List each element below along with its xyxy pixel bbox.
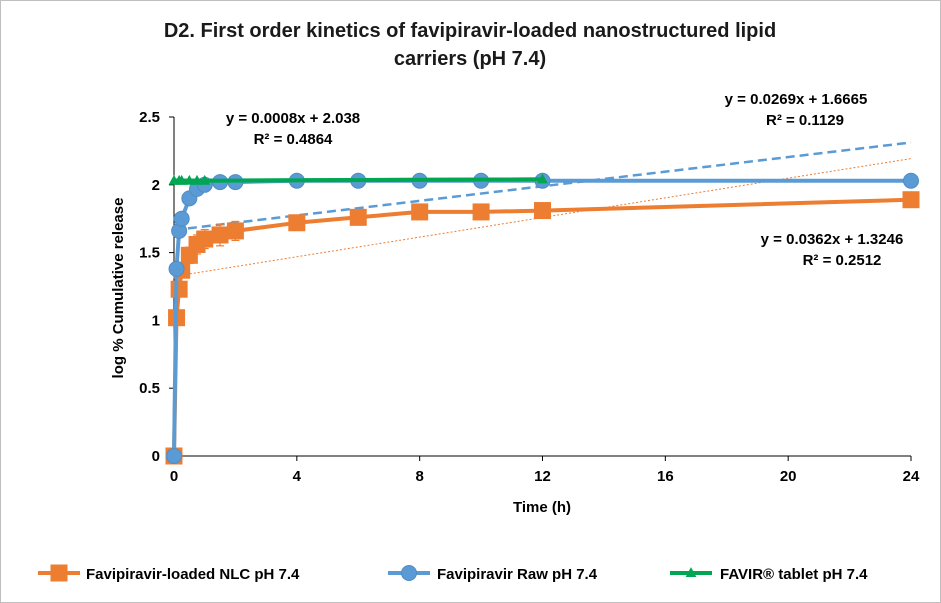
x-tick-label: 24	[903, 468, 920, 485]
data-point	[173, 210, 190, 227]
data-point	[170, 280, 188, 298]
chart-title-line-2: carriers (pH 7.4)	[394, 48, 546, 70]
data-point	[903, 172, 919, 189]
equation-nlc-line: y = 0.0362x + 1.3246	[761, 231, 904, 248]
series-line-2	[174, 177, 543, 183]
y-axis-title: log % Cumulative release	[110, 198, 127, 379]
y-tick-label: 0.5	[139, 380, 160, 397]
legend-label: Favipiravir-loaded NLC pH 7.4	[86, 566, 300, 583]
chart-title-line-1: D2. First order kinetics of favipiravir-…	[164, 20, 776, 42]
legend-marker	[50, 564, 68, 582]
axes: 0 0.5 1 1.5 2 2.5 0 4 8 12 16 20 24	[139, 109, 920, 485]
series-line-1	[172, 178, 911, 457]
legend-item-2: FAVIR® tablet pH 7.4	[670, 566, 868, 583]
data-point	[902, 191, 920, 209]
legend-marker	[685, 567, 697, 578]
data-point	[534, 202, 551, 220]
data-point	[183, 174, 195, 185]
data-point	[196, 230, 214, 248]
data-point	[199, 174, 211, 185]
legend: Favipiravir-loaded NLC pH 7.4 Favipiravir…	[38, 564, 868, 583]
series-2	[168, 173, 548, 185]
data-point	[211, 226, 229, 244]
x-tick-label: 0	[170, 468, 178, 485]
y-tick-label: 2	[152, 177, 160, 194]
data-point	[537, 173, 548, 184]
x-axis-title: Time (h)	[513, 499, 571, 516]
legend-item-1: Favipiravir Raw pH 7.4	[388, 565, 598, 583]
data-point	[168, 260, 185, 277]
equation-raw-r2: R² = 0.1129	[766, 112, 844, 129]
y-tick-label: 2.5	[139, 109, 160, 126]
x-tick-label: 4	[293, 468, 302, 485]
data-point	[176, 174, 188, 185]
data-point	[472, 203, 490, 221]
legend-marker	[401, 565, 417, 581]
legend-label: Favipiravir Raw pH 7.4	[437, 566, 598, 583]
data-point	[191, 174, 203, 185]
equation-favir-line: y = 0.0008x + 2.038	[226, 110, 360, 127]
legend-label: FAVIR® tablet pH 7.4	[720, 566, 868, 583]
legend-item-0: Favipiravir-loaded NLC pH 7.4	[38, 564, 300, 583]
equation-favir-r2: R² = 0.4864	[254, 131, 333, 148]
x-tick-label: 8	[415, 468, 423, 485]
series-layer	[165, 172, 920, 465]
y-tick-label: 1.5	[139, 245, 160, 262]
equation-raw-line: y = 0.0269x + 1.6665	[725, 91, 868, 108]
data-point	[411, 203, 429, 221]
x-tick-label: 20	[780, 468, 797, 485]
data-point	[226, 222, 244, 240]
y-tick-label: 1	[152, 312, 160, 329]
equation-nlc-r2: R² = 0.2512	[803, 252, 882, 269]
x-tick-label: 16	[657, 468, 674, 485]
data-point	[288, 214, 306, 232]
y-tick-label: 0	[152, 448, 160, 465]
data-point	[166, 448, 182, 464]
x-tick-label: 12	[534, 468, 551, 485]
data-point	[349, 208, 367, 226]
